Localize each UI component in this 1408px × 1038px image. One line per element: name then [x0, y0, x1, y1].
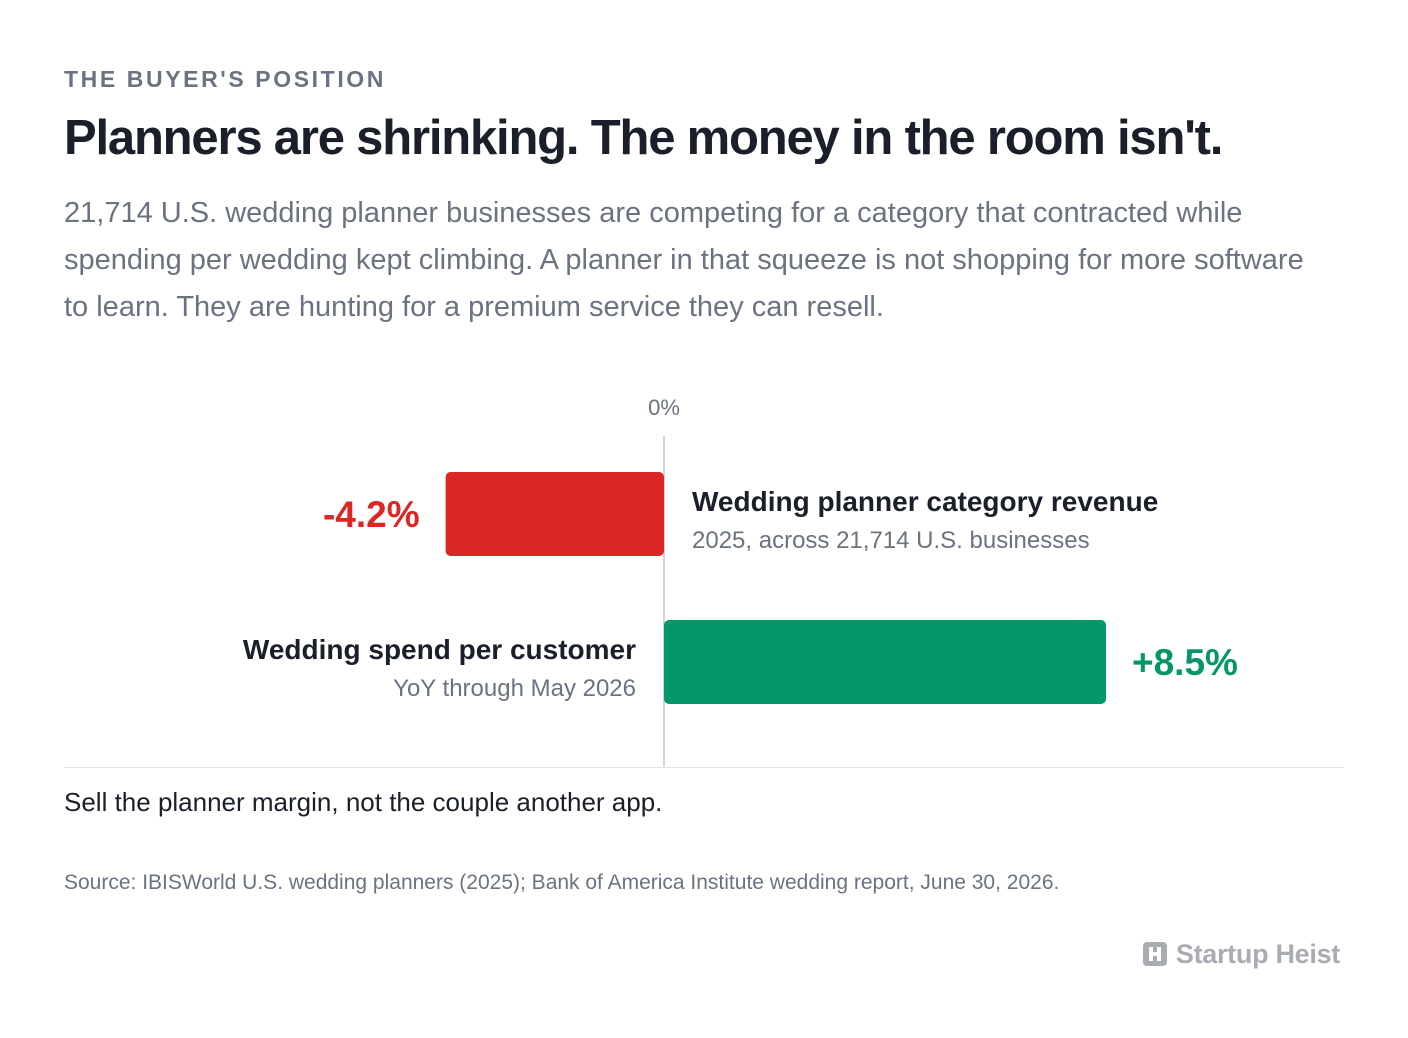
bar-2	[664, 620, 1106, 704]
headline: Planners are shrinking. The money in the…	[64, 111, 1223, 165]
bar-category-label-2: Wedding spend per customer	[243, 634, 636, 665]
bar-value-label-2: +8.5%	[1132, 642, 1238, 683]
diverging-bar-chart: 0% -4.2% Wedding planner category revenue 2…	[243, 395, 1238, 768]
h-logo-icon	[1142, 942, 1167, 966]
brand-logo: Startup Heist	[1142, 938, 1340, 970]
bar-category-label-1: Wedding planner category revenue	[692, 486, 1158, 517]
takeaway: Sell the planner margin, not the couple …	[64, 787, 663, 817]
bar-1	[445, 472, 664, 556]
zero-tick-label: 0%	[648, 395, 680, 420]
dek: 21,714 U.S. wedding planner businesses a…	[64, 197, 1304, 323]
bar-value-label-1: -4.2%	[323, 494, 420, 535]
eyebrow: THE BUYER'S POSITION	[64, 66, 387, 92]
bar-sublabel-2: YoY through May 2026	[393, 675, 636, 702]
divider	[64, 767, 1344, 768]
bar-sublabel-1: 2025, across 21,714 U.S. businesses	[692, 527, 1090, 554]
brand-name: Startup Heist	[1175, 938, 1340, 969]
source-note: Source: IBISWorld U.S. wedding planners …	[64, 871, 1060, 894]
